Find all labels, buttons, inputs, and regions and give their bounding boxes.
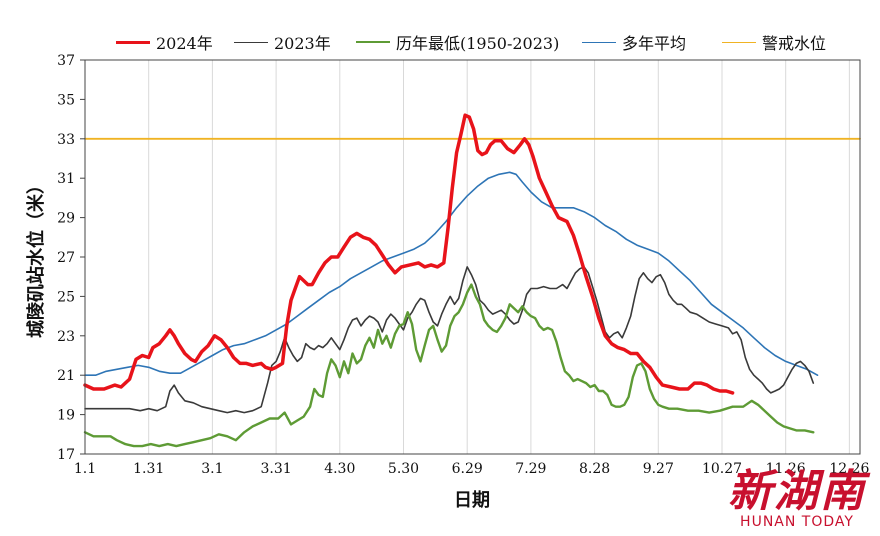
y-tick-label: 33: [57, 132, 75, 148]
legend-swatch-2024: [116, 40, 150, 44]
chart-legend: 2024年 2023年 历年最低(1950-2023) 多年平均 警戒水位: [0, 30, 880, 54]
x-tick-label: 10.27: [702, 461, 742, 477]
x-tick-label: 1.1: [74, 461, 96, 477]
y-tick-label: 25: [57, 289, 75, 305]
legend-item-historical-low: 历年最低(1950-2023): [356, 30, 559, 54]
legend-label-multiyear-average: 多年平均: [622, 34, 687, 53]
x-tick-label: 7.29: [515, 461, 546, 477]
legend-swatch-2023: [234, 41, 268, 43]
legend-item-warning-level: 警戒水位: [722, 30, 826, 54]
legend-swatch-multiyear-average: [582, 41, 616, 43]
legend-label-2024: 2024年: [156, 34, 213, 53]
x-tick-label: 9.27: [643, 461, 674, 477]
series-line-multiyear-average: [84, 171, 819, 377]
x-tick-label: 3.31: [261, 461, 292, 477]
watermark-subtitle: HUNAN TODAY: [740, 514, 854, 530]
x-axis-title: 日期: [454, 490, 490, 511]
legend-label-warning-level: 警戒水位: [762, 34, 827, 53]
x-tick-label: 1.31: [133, 461, 164, 477]
y-tick-label: 19: [57, 408, 75, 424]
x-tick-label: 6.29: [452, 461, 483, 477]
x-tick-label: 4.30: [324, 461, 355, 477]
legend-item-2024: 2024年: [116, 30, 213, 54]
watermark-logo: 新湖南: [728, 466, 866, 517]
chart-series: [83, 113, 861, 448]
x-tick-label: 3.1: [201, 461, 223, 477]
legend-label-historical-low: 历年最低(1950-2023): [396, 34, 560, 53]
legend-item-2023: 2023年: [234, 30, 331, 54]
legend-swatch-historical-low: [356, 41, 390, 43]
y-tick-label: 27: [57, 250, 75, 266]
series-line-2023: [84, 266, 815, 414]
series-line-historical-low: [83, 283, 815, 448]
y-axis-ticks: 17 19 21 23 25 27 29 31 33 35 37: [57, 53, 85, 463]
y-tick-label: 21: [57, 368, 75, 384]
x-axis-ticks: 1.1 1.31 3.1 3.31 4.30 5.30 6.29 7.29 8.28 9.27 10…: [74, 461, 870, 477]
y-tick-label: 17: [57, 447, 75, 463]
series-line-2024: [83, 113, 735, 395]
legend-label-2023: 2023年: [274, 34, 331, 53]
x-tick-label: 11.26: [766, 461, 806, 477]
y-tick-label: 35: [57, 92, 75, 108]
chart-gridlines: [84, 60, 850, 454]
legend-item-multiyear-average: 多年平均: [582, 30, 686, 54]
y-tick-label: 37: [57, 53, 75, 69]
x-tick-label: 5.30: [388, 461, 419, 477]
y-tick-label: 23: [57, 329, 75, 345]
legend-swatch-warning-level: [722, 41, 756, 43]
x-tick-label: 8.28: [579, 461, 610, 477]
hunan-today-watermark: 新湖南 HUNAN TODAY: [728, 466, 866, 531]
plot-area-frame: [84, 59, 861, 455]
y-tick-label: 31: [57, 171, 75, 187]
y-tick-label: 29: [57, 211, 75, 227]
x-tick-label: 12.26: [829, 461, 869, 477]
y-axis-title: 城陵矶站水位（米）: [25, 176, 47, 338]
